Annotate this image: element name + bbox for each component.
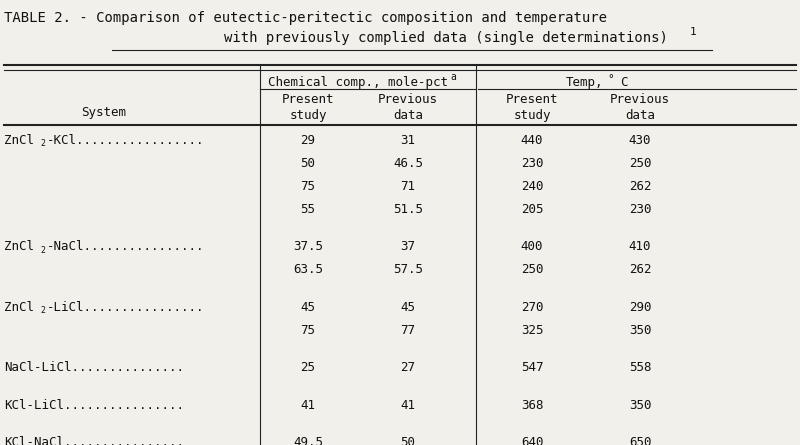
Text: 31: 31 xyxy=(401,134,415,146)
Text: 230: 230 xyxy=(629,203,651,216)
Text: 2: 2 xyxy=(41,306,46,315)
Text: C: C xyxy=(621,76,628,89)
Text: 640: 640 xyxy=(521,436,543,445)
Text: with previously complied data (single determinations): with previously complied data (single de… xyxy=(224,31,668,45)
Text: 27: 27 xyxy=(401,361,415,374)
Text: 410: 410 xyxy=(629,240,651,253)
Text: 50: 50 xyxy=(401,436,415,445)
Text: System: System xyxy=(82,105,126,119)
Text: 290: 290 xyxy=(629,301,651,314)
Text: 350: 350 xyxy=(629,399,651,412)
Text: 41: 41 xyxy=(301,399,315,412)
Text: 325: 325 xyxy=(521,324,543,337)
Text: NaCl-LiCl...............: NaCl-LiCl............... xyxy=(4,361,184,374)
Text: 270: 270 xyxy=(521,301,543,314)
Text: Previous: Previous xyxy=(378,93,438,106)
Text: 45: 45 xyxy=(401,301,415,314)
Text: 77: 77 xyxy=(401,324,415,337)
Text: study: study xyxy=(290,109,326,122)
Text: 41: 41 xyxy=(401,399,415,412)
Text: 71: 71 xyxy=(401,180,415,193)
Text: 50: 50 xyxy=(301,157,315,170)
Text: Present: Present xyxy=(282,93,334,106)
Text: 37: 37 xyxy=(401,240,415,253)
Text: 49.5: 49.5 xyxy=(293,436,323,445)
Text: 2: 2 xyxy=(41,246,46,255)
Text: 57.5: 57.5 xyxy=(393,263,423,276)
Text: 205: 205 xyxy=(521,203,543,216)
Text: 262: 262 xyxy=(629,180,651,193)
Text: ZnCl: ZnCl xyxy=(4,301,34,314)
Text: 1: 1 xyxy=(690,27,696,36)
Text: 2: 2 xyxy=(41,139,46,148)
Text: 558: 558 xyxy=(629,361,651,374)
Text: 262: 262 xyxy=(629,263,651,276)
Text: 240: 240 xyxy=(521,180,543,193)
Text: TABLE 2. - Comparison of eutectic-peritectic composition and temperature: TABLE 2. - Comparison of eutectic-perite… xyxy=(4,11,607,25)
Text: 46.5: 46.5 xyxy=(393,157,423,170)
Text: 75: 75 xyxy=(301,324,315,337)
Text: 75: 75 xyxy=(301,180,315,193)
Text: 350: 350 xyxy=(629,324,651,337)
Text: -KCl.................: -KCl................. xyxy=(47,134,205,146)
Text: -NaCl................: -NaCl................ xyxy=(47,240,205,253)
Text: data: data xyxy=(625,109,655,122)
Text: 25: 25 xyxy=(301,361,315,374)
Text: ZnCl: ZnCl xyxy=(4,134,34,146)
Text: ZnCl: ZnCl xyxy=(4,240,34,253)
Text: 55: 55 xyxy=(301,203,315,216)
Text: 440: 440 xyxy=(521,134,543,146)
Text: 51.5: 51.5 xyxy=(393,203,423,216)
Text: data: data xyxy=(393,109,423,122)
Text: -LiCl................: -LiCl................ xyxy=(47,301,205,314)
Text: °: ° xyxy=(608,74,614,84)
Text: 250: 250 xyxy=(629,157,651,170)
Text: 368: 368 xyxy=(521,399,543,412)
Text: 400: 400 xyxy=(521,240,543,253)
Text: KCl-LiCl................: KCl-LiCl................ xyxy=(4,399,184,412)
Text: a: a xyxy=(450,72,456,82)
Text: 230: 230 xyxy=(521,157,543,170)
Text: 547: 547 xyxy=(521,361,543,374)
Text: 250: 250 xyxy=(521,263,543,276)
Text: 45: 45 xyxy=(301,301,315,314)
Text: 63.5: 63.5 xyxy=(293,263,323,276)
Text: Chemical comp., mole-pct: Chemical comp., mole-pct xyxy=(268,76,448,89)
Text: Present: Present xyxy=(506,93,558,106)
Text: study: study xyxy=(514,109,550,122)
Text: 29: 29 xyxy=(301,134,315,146)
Text: 37.5: 37.5 xyxy=(293,240,323,253)
Text: 430: 430 xyxy=(629,134,651,146)
Text: 650: 650 xyxy=(629,436,651,445)
Text: KCl-NaCl................: KCl-NaCl................ xyxy=(4,436,184,445)
Text: Previous: Previous xyxy=(610,93,670,106)
Text: Temp,: Temp, xyxy=(566,76,603,89)
